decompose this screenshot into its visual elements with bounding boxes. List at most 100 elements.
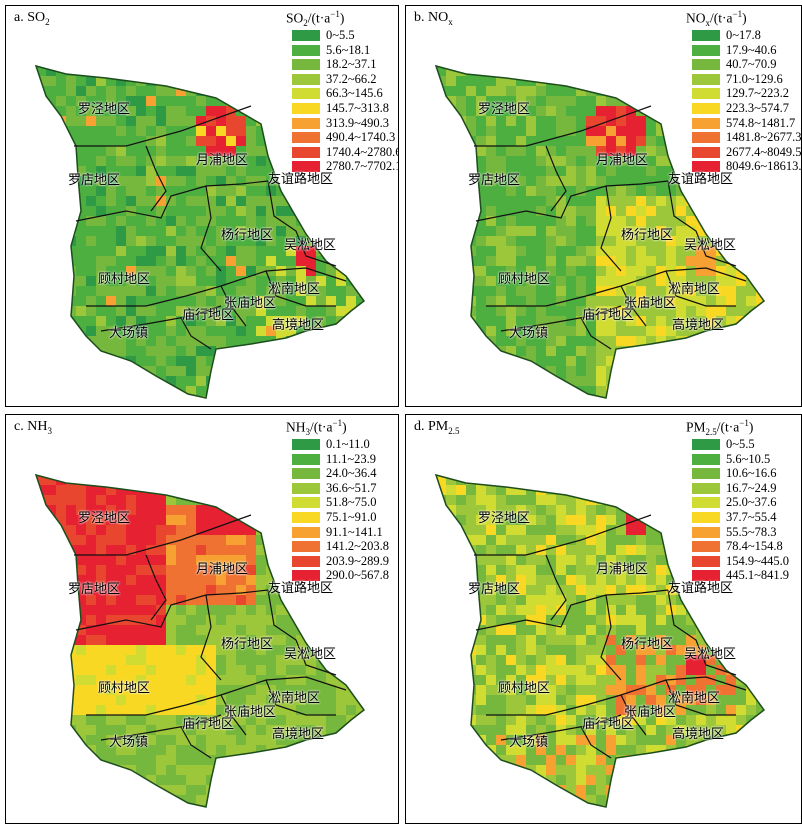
emission-cell [506, 575, 517, 586]
emission-cell [436, 346, 437, 357]
emission-cell [106, 376, 117, 387]
emission-cell [276, 655, 287, 666]
emission-cell [576, 286, 587, 297]
emission-cell [126, 745, 137, 756]
emission-cell [36, 66, 47, 77]
emission-cell [516, 226, 527, 237]
emission-cell [286, 715, 297, 726]
emission-cell [466, 535, 477, 546]
emission-cell [166, 805, 177, 807]
emission-cell [36, 356, 37, 367]
emission-cell [136, 216, 147, 227]
emission-cell [276, 725, 287, 736]
emission-cell [396, 386, 398, 397]
emission-cell [786, 266, 797, 277]
emission-cell [566, 86, 577, 97]
emission-cell [76, 725, 87, 736]
emission-cell [176, 226, 187, 237]
emission-cell [746, 376, 757, 387]
emission-cell [36, 66, 37, 77]
emission-cell [646, 286, 657, 297]
emission-cell [336, 705, 347, 716]
emission-cell [596, 785, 607, 796]
emission-cell [36, 376, 47, 387]
emission-cell [116, 376, 127, 387]
emission-cell [396, 565, 398, 576]
emission-cell [486, 475, 497, 486]
emission-cell [156, 625, 167, 636]
emission-cell [736, 206, 747, 217]
emission-cell [526, 675, 537, 686]
emission-cell [446, 316, 457, 327]
emission-cell [66, 765, 77, 776]
emission-cell [626, 136, 637, 147]
emission-cell [206, 216, 217, 227]
emission-cell [596, 535, 607, 546]
emission-cell [146, 615, 157, 626]
emission-cell [706, 266, 717, 277]
emission-cell [206, 685, 217, 696]
emission-cell [316, 336, 327, 347]
emission-cell [156, 515, 167, 526]
emission-cell [216, 186, 227, 197]
emission-cell [46, 316, 57, 327]
emission-cell [646, 545, 657, 556]
emission-cell [456, 695, 467, 706]
emission-cell [476, 306, 487, 317]
emission-cell [156, 246, 167, 257]
emission-cell [396, 545, 398, 556]
emission-cell [776, 356, 787, 367]
emission-cell [86, 386, 97, 397]
emission-cell [546, 725, 557, 736]
emission-cell [496, 376, 507, 387]
emission-cell [536, 346, 547, 357]
emission-cell [356, 745, 364, 756]
emission-cell [576, 86, 587, 97]
emission-cell [546, 186, 557, 197]
emission-cell [566, 485, 577, 496]
emission-cell [456, 545, 467, 556]
emission-cell [266, 226, 277, 237]
emission-cell [126, 316, 137, 327]
emission-cell [166, 735, 177, 746]
emission-cell [796, 236, 801, 247]
emission-cell [626, 475, 637, 476]
emission-cell [226, 475, 237, 476]
emission-cell [476, 396, 487, 398]
emission-cell [586, 266, 597, 277]
emission-cell [396, 595, 398, 606]
emission-cell [36, 665, 37, 676]
emission-cell [286, 206, 297, 217]
emission-cell [256, 266, 267, 277]
emission-cell [496, 575, 507, 586]
emission-cell [616, 256, 627, 267]
emission-cell [376, 336, 387, 347]
emission-cell [456, 156, 467, 167]
emission-cell [436, 765, 437, 776]
emission-cell [656, 96, 667, 107]
emission-cell [466, 256, 477, 267]
district-label: 庙行地区 [182, 308, 235, 323]
emission-cell [526, 366, 537, 377]
emission-cell [496, 785, 507, 796]
emission-cell [436, 535, 447, 546]
emission-cell [366, 605, 377, 616]
legend-item: 5.6~18.1 [278, 43, 398, 58]
panel-label: a. SO2 [14, 10, 50, 27]
emission-cell [256, 475, 267, 476]
emission-cell [86, 525, 97, 536]
emission-cell [596, 685, 607, 696]
emission-cell [626, 286, 637, 297]
emission-cell [536, 475, 547, 486]
emission-cell [556, 166, 567, 177]
emission-cell [636, 715, 647, 726]
emission-cell [616, 386, 627, 397]
emission-cell [166, 106, 177, 117]
emission-cell [206, 715, 217, 726]
emission-cell [636, 166, 647, 177]
emission-cell [526, 66, 537, 77]
district-boundary [665, 270, 736, 307]
emission-cell [656, 555, 667, 566]
emission-cell [556, 795, 567, 806]
emission-cell [176, 755, 187, 766]
